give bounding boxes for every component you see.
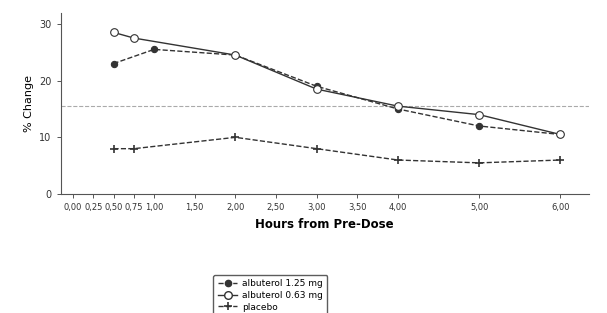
X-axis label: Hours from Pre-Dose: Hours from Pre-Dose [256, 218, 394, 231]
Y-axis label: % Change: % Change [24, 75, 34, 132]
Legend: albuterol 1.25 mg, albuterol 0.63 mg, placebo: albuterol 1.25 mg, albuterol 0.63 mg, pl… [213, 275, 327, 313]
